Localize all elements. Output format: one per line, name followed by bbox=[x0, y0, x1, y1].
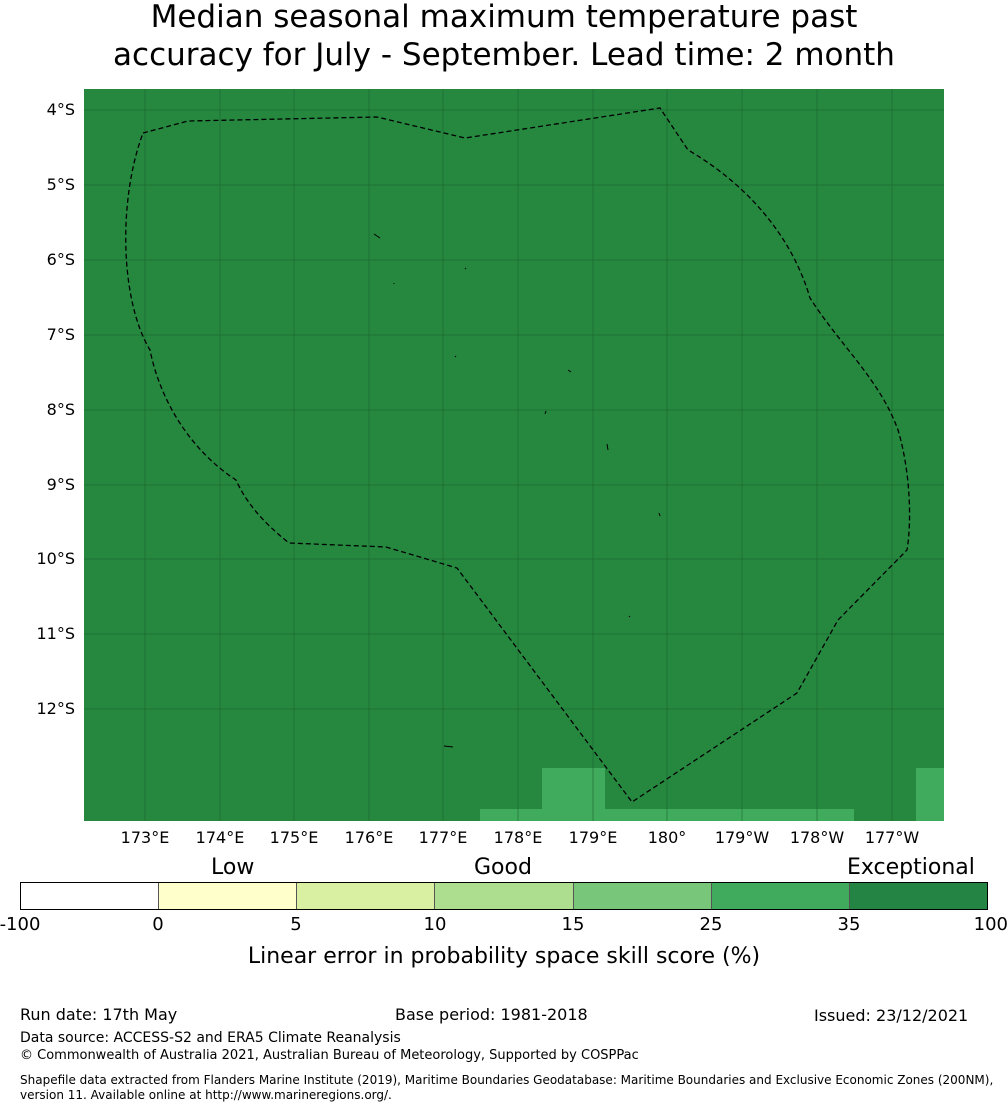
lat-label: 6°S bbox=[46, 250, 75, 269]
colorbar-segment bbox=[159, 883, 298, 909]
lon-label: 173°E bbox=[120, 828, 170, 847]
colorbar-segment bbox=[297, 883, 436, 909]
lon-label: 180° bbox=[647, 828, 687, 847]
map-panel bbox=[84, 89, 944, 821]
colorbar-segment bbox=[849, 883, 987, 909]
lat-label: 9°S bbox=[46, 475, 75, 494]
island bbox=[464, 267, 467, 270]
lon-label: 174°E bbox=[195, 828, 245, 847]
colorbar-tick: 35 bbox=[837, 914, 861, 935]
category-label-good: Good bbox=[474, 855, 532, 880]
lon-label: 176°E bbox=[344, 828, 394, 847]
lon-label: 177°W bbox=[864, 828, 920, 847]
colorbar-tick: 5 bbox=[290, 914, 302, 935]
lon-label: 175°E bbox=[269, 828, 319, 847]
map-title-line-1: Median seasonal maximum temperature past bbox=[150, 0, 858, 35]
lighter-skill-cell bbox=[916, 768, 944, 821]
lat-label: 4°S bbox=[46, 100, 75, 119]
colorbar-tick: 10 bbox=[423, 914, 447, 935]
colorbar-segment bbox=[21, 883, 160, 909]
category-label-low: Low bbox=[211, 855, 255, 880]
shapefile-credit-line-2: version 11. Available online at http://w… bbox=[20, 1088, 392, 1102]
island bbox=[373, 233, 381, 239]
colorbar-segment bbox=[435, 883, 574, 909]
colorbar-label: Linear error in probability space skill … bbox=[247, 944, 761, 969]
island bbox=[606, 443, 609, 451]
island bbox=[443, 745, 454, 748]
lon-label: 179°E bbox=[568, 828, 618, 847]
lat-label: 5°S bbox=[46, 175, 75, 194]
lon-label: 178°W bbox=[789, 828, 845, 847]
colorbar-tick: 15 bbox=[561, 914, 585, 935]
island bbox=[658, 512, 661, 517]
lon-label: 178°E bbox=[493, 828, 543, 847]
gridlines bbox=[84, 89, 944, 821]
island bbox=[544, 410, 547, 415]
map-title-line-2: accuracy for July - September. Lead time… bbox=[113, 37, 895, 73]
base-period: Base period: 1981-2018 bbox=[395, 1005, 588, 1024]
lon-label: 177°E bbox=[418, 828, 468, 847]
data-source: Data source: ACCESS-S2 and ERA5 Climate … bbox=[20, 1030, 401, 1046]
lat-label: 7°S bbox=[46, 325, 75, 344]
colorbar-tick: -100 bbox=[0, 914, 41, 935]
eez-boundary bbox=[125, 107, 911, 803]
issued-date: Issued: 23/12/2021 bbox=[814, 1006, 969, 1025]
island bbox=[567, 369, 572, 373]
lon-label: 179°W bbox=[714, 828, 770, 847]
colorbar-tick: 100 bbox=[973, 914, 1008, 935]
copyright: © Commonwealth of Australia 2021, Austra… bbox=[20, 1048, 639, 1063]
lat-label: 11°S bbox=[36, 624, 75, 643]
colorbar-segment bbox=[573, 883, 712, 909]
islands bbox=[373, 233, 661, 748]
colorbar-tick: 0 bbox=[152, 914, 164, 935]
lat-label: 12°S bbox=[36, 699, 75, 718]
lat-label: 8°S bbox=[46, 400, 75, 419]
lat-label: 10°S bbox=[36, 549, 75, 568]
colorbar-tick: 25 bbox=[699, 914, 723, 935]
category-label-exceptional: Exceptional bbox=[847, 855, 975, 880]
map-background bbox=[84, 89, 944, 821]
island bbox=[628, 615, 631, 618]
colorbar bbox=[20, 882, 988, 910]
run-date: Run date: 17th May bbox=[20, 1005, 178, 1024]
island bbox=[454, 355, 457, 358]
colorbar-segment bbox=[711, 883, 850, 909]
shapefile-credit-line-1: Shapefile data extracted from Flanders M… bbox=[20, 1073, 994, 1087]
